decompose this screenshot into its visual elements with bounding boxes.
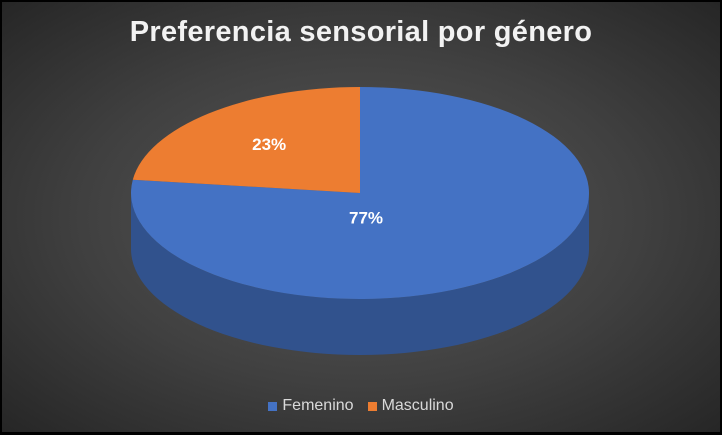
legend-swatch-masculino <box>367 401 377 411</box>
legend-swatch-femenino <box>268 401 278 411</box>
data-label-femenino: 77% <box>349 208 383 227</box>
legend: Femenino Masculino <box>2 397 720 415</box>
legend-item-masculino: Masculino <box>367 397 454 415</box>
legend-item-femenino: Femenino <box>268 397 354 415</box>
pie-slice-masculino <box>132 87 360 193</box>
legend-label-masculino: Masculino <box>381 397 454 414</box>
pie-slice-femenino <box>131 87 590 299</box>
chart-title: Preferencia sensorial por género <box>129 16 593 48</box>
legend-label-femenino: Femenino <box>282 397 354 414</box>
data-label-masculino: 23% <box>252 135 286 154</box>
pie-side-femenino <box>131 193 589 355</box>
